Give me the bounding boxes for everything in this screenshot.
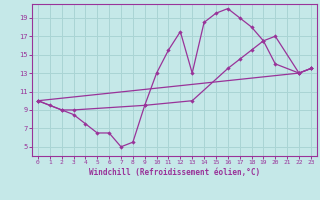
- X-axis label: Windchill (Refroidissement éolien,°C): Windchill (Refroidissement éolien,°C): [89, 168, 260, 177]
